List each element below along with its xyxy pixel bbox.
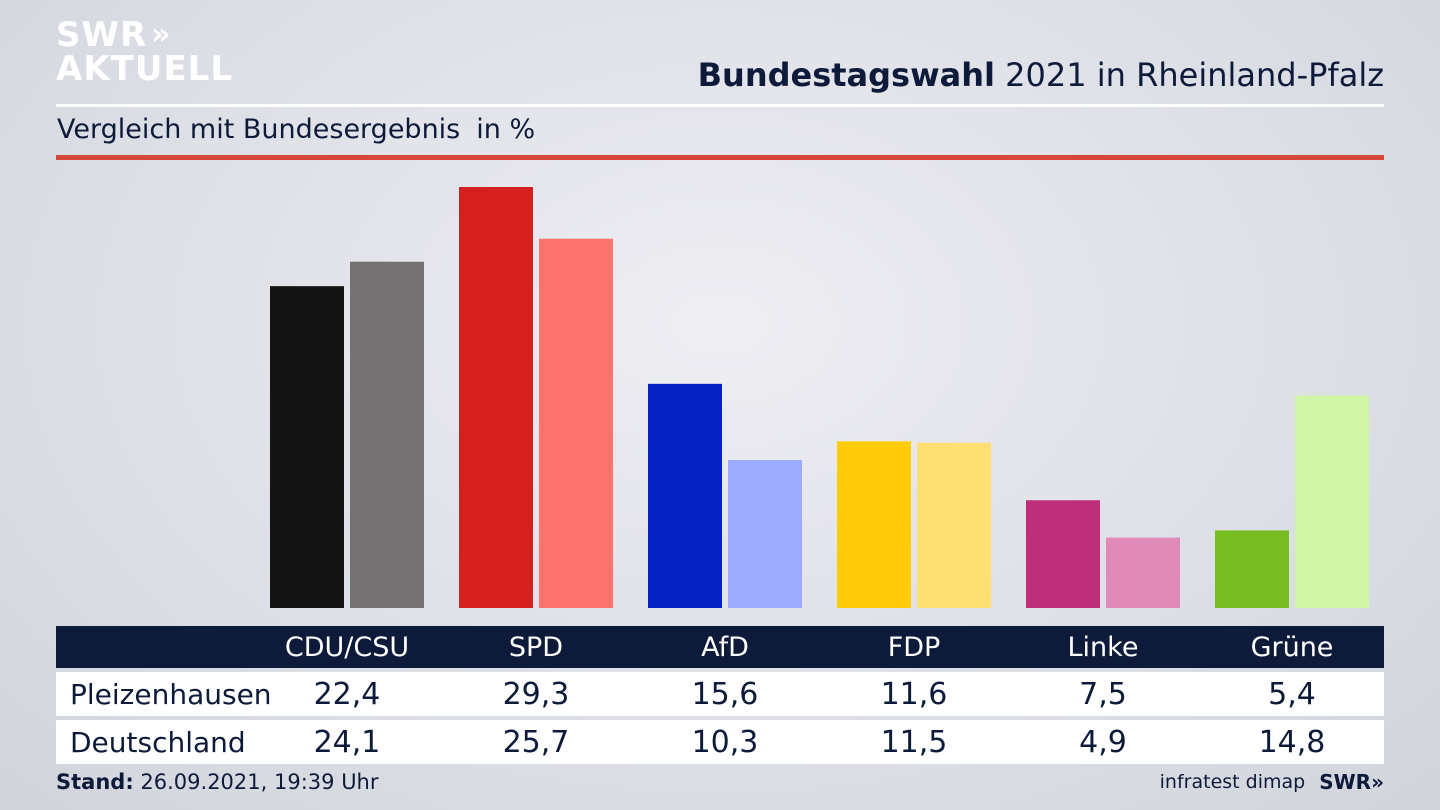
column-header-afd: AfD — [701, 631, 749, 663]
bar-linke-local — [1026, 500, 1100, 608]
table-row-national: Deutschland 24,1 25,7 10,3 11,5 4,9 14,8 — [56, 720, 1384, 764]
bar-spd-national — [539, 238, 613, 608]
value-fdp-local: 11,6 — [880, 676, 948, 712]
bar-cdu-csu-national — [350, 261, 424, 608]
logo-line2: AKTUELL — [56, 49, 234, 89]
column-header-linke: Linke — [1067, 631, 1139, 663]
row-label-local: Pleizenhausen — [70, 677, 272, 711]
value-spd-local: 29,3 — [502, 676, 570, 712]
bar-chart — [270, 187, 1369, 608]
value-linke-local: 7,5 — [1079, 676, 1127, 712]
timestamp: Stand: 26.09.2021, 19:39 Uhr — [56, 770, 379, 794]
column-header-spd: SPD — [508, 631, 564, 663]
value-gruene-local: 5,4 — [1268, 676, 1316, 712]
logo-line1: SWR — [56, 15, 148, 55]
column-header-fdp: FDP — [887, 631, 941, 663]
value-linke-national: 4,9 — [1079, 724, 1127, 760]
value-fdp-national: 11,5 — [880, 724, 948, 760]
chart-title-bold: Bundestagswahl — [697, 56, 995, 94]
source-credit: infratest dimap SWR» — [1160, 770, 1384, 794]
chart-title-rest: 2021 in Rheinland-Pfalz — [1005, 56, 1384, 94]
results-table: CDU/CSU SPD AfD FDP Linke Grüne Pleizenhausen… — [56, 626, 1384, 764]
value-spd-national: 25,7 — [502, 724, 570, 760]
bar-gruene-local — [1215, 530, 1289, 608]
bar-afd-local — [648, 383, 722, 608]
chart-subtitle: Vergleich mit Bundesergebnis in % — [57, 114, 535, 145]
unit-label: in % — [476, 114, 536, 145]
swr-brand: SWR» — [1319, 770, 1384, 794]
source-text: infratest dimap — [1159, 771, 1306, 793]
bar-spd-local — [459, 187, 533, 608]
chart-title: Bundestagswahl 2021 in Rheinland-Pfalz — [698, 56, 1384, 94]
bar-linke-national — [1106, 537, 1180, 608]
bar-gruene-national — [1295, 395, 1369, 608]
value-gruene-national: 14,8 — [1258, 724, 1326, 760]
table-row-local: Pleizenhausen 22,4 29,3 15,6 11,6 7,5 5,4 — [56, 672, 1384, 716]
bar-cdu-csu-local — [270, 286, 344, 608]
column-header-gruene: Grüne — [1250, 631, 1334, 663]
swr-aktuell-logo: SWR» AKTUELL — [56, 15, 234, 89]
bar-afd-national — [728, 460, 802, 608]
value-cdu-csu-national: 24,1 — [313, 724, 381, 760]
value-cdu-csu-local: 22,4 — [313, 676, 381, 712]
row-label-national: Deutschland — [70, 725, 246, 759]
bar-fdp-local — [837, 441, 911, 608]
value-afd-local: 15,6 — [691, 676, 759, 712]
column-header-cdu-csu: CDU/CSU — [284, 631, 410, 663]
stand-value: 26.09.2021, 19:39 Uhr — [140, 770, 379, 794]
subtitle-text: Vergleich mit Bundesergebnis — [57, 114, 461, 145]
title-divider — [56, 104, 1384, 107]
stand-label: Stand: — [56, 770, 134, 794]
bar-fdp-national — [917, 442, 991, 608]
accent-divider — [56, 155, 1384, 160]
value-afd-national: 10,3 — [691, 724, 759, 760]
table-header: CDU/CSU SPD AfD FDP Linke Grüne — [56, 626, 1384, 668]
